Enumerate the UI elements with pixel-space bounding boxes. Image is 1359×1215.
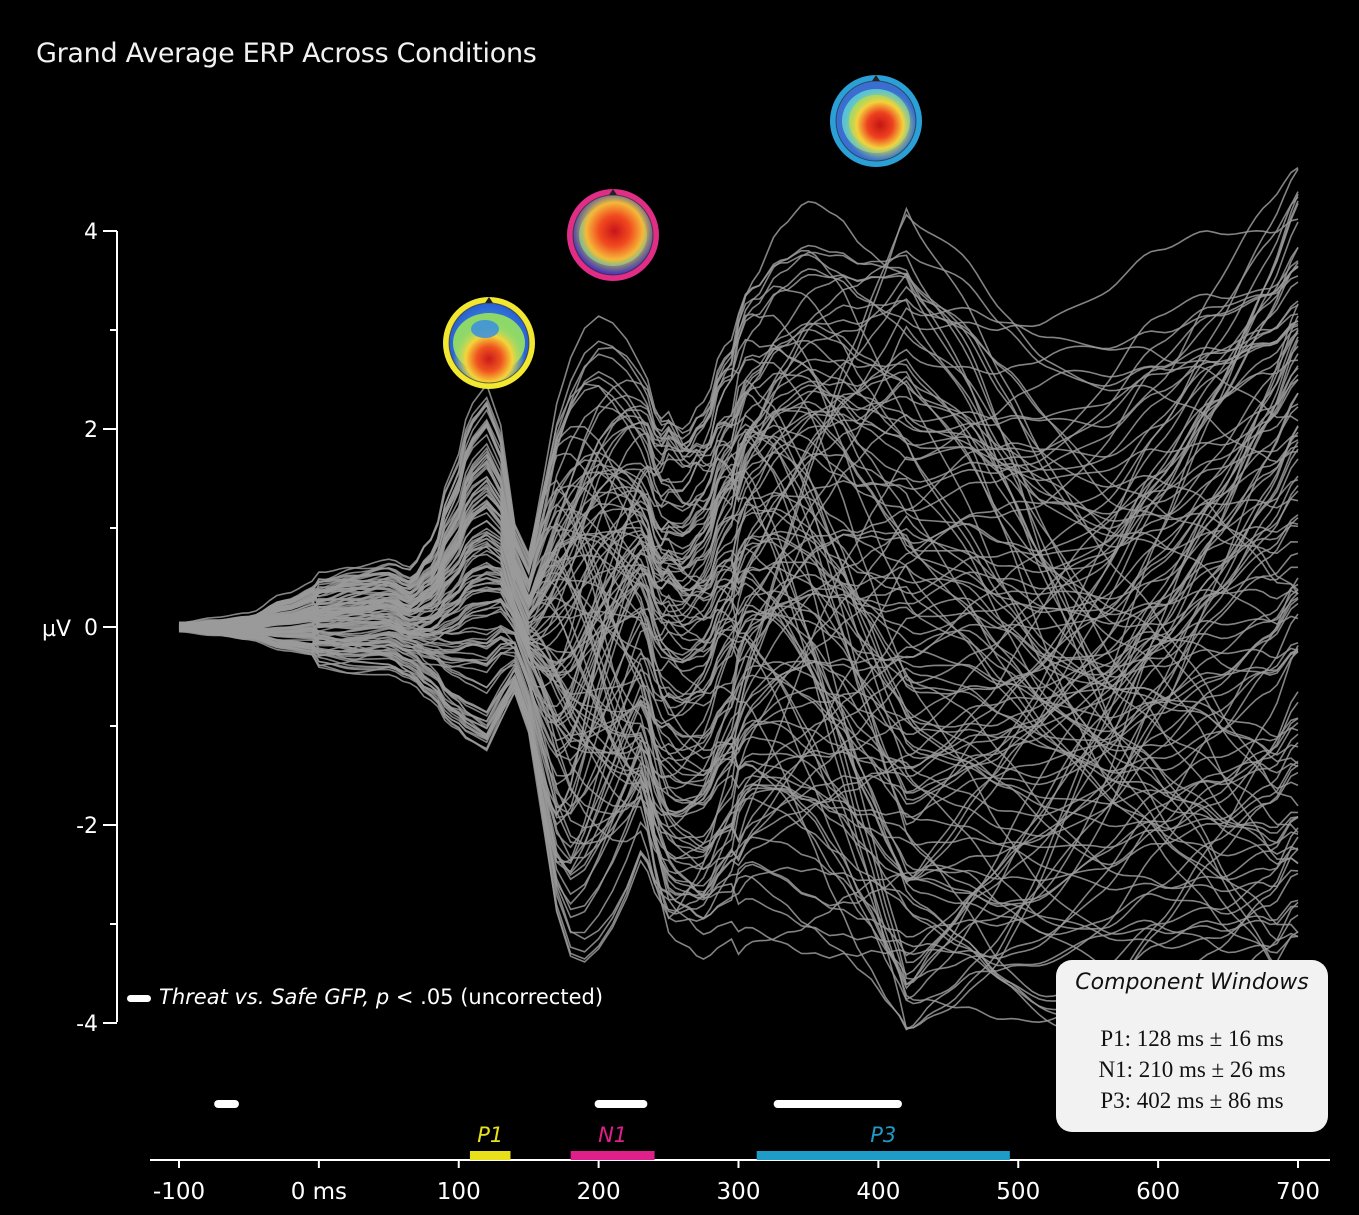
chart-title: Grand Average ERP Across Conditions bbox=[36, 38, 537, 69]
erp-trace bbox=[178, 324, 1299, 717]
erp-trace bbox=[178, 250, 1299, 630]
y-axis-label: µV bbox=[42, 617, 71, 642]
erp-trace bbox=[178, 502, 1299, 897]
component-label-n1: N1 bbox=[598, 1123, 627, 1147]
x-tick-label: 700 bbox=[1276, 1179, 1320, 1205]
erp-trace bbox=[178, 383, 1299, 960]
erp-trace bbox=[178, 490, 1299, 875]
erp-trace bbox=[178, 196, 1299, 963]
x-tick-label: 100 bbox=[437, 1179, 481, 1205]
x-axis: -100 0 ms 100 200 300 400 500 600 700 bbox=[150, 1159, 1330, 1205]
topomap-p3 bbox=[830, 75, 922, 167]
x-tick-label: 500 bbox=[996, 1179, 1040, 1205]
erp-trace bbox=[178, 378, 1299, 814]
y-tick-label: -4 bbox=[76, 1012, 98, 1037]
erp-trace bbox=[178, 261, 1299, 893]
x-tick-label: 600 bbox=[1136, 1179, 1180, 1205]
erp-trace bbox=[178, 403, 1299, 961]
legend-row-n1: N1: 210 ms ± 26 ms bbox=[1098, 1057, 1286, 1082]
erp-trace bbox=[178, 200, 1299, 887]
erp-trace bbox=[178, 390, 1299, 810]
x-tick-label: -100 bbox=[153, 1179, 205, 1205]
traces-layer bbox=[178, 167, 1299, 1046]
component-bar-n1 bbox=[570, 1151, 655, 1160]
component-label-p1: P1 bbox=[477, 1123, 503, 1147]
significance-swatch bbox=[127, 994, 151, 1002]
component-bars: P1 N1 P3 bbox=[469, 1123, 1010, 1160]
component-windows-legend: Component Windows P1: 128 ms ± 16 ms N1:… bbox=[1056, 960, 1328, 1132]
erp-trace bbox=[178, 405, 1299, 964]
legend-row-p3: P3: 402 ms ± 86 ms bbox=[1100, 1088, 1284, 1113]
erp-trace bbox=[178, 358, 1299, 632]
erp-trace bbox=[178, 391, 1299, 950]
y-tick-label: 2 bbox=[84, 418, 98, 443]
component-label-p3: P3 bbox=[870, 1123, 896, 1147]
significance-text-rest: < .05 (uncorrected) bbox=[389, 985, 604, 1009]
component-bar-p3 bbox=[756, 1151, 1010, 1160]
significance-legend: Threat vs. Safe GFP, p < .05 (uncorrecte… bbox=[127, 985, 603, 1009]
x-tick-label: 0 ms bbox=[291, 1179, 347, 1205]
erp-trace bbox=[178, 485, 1299, 760]
topomap-p1 bbox=[443, 297, 535, 389]
legend-row-p1: P1: 128 ms ± 16 ms bbox=[1100, 1026, 1284, 1051]
y-tick-label: 4 bbox=[84, 220, 98, 245]
erp-trace bbox=[178, 537, 1299, 728]
y-tick-label: 0 bbox=[84, 616, 98, 641]
legend-heading: Component Windows bbox=[1075, 970, 1309, 995]
erp-trace bbox=[178, 602, 1299, 864]
erp-trace bbox=[178, 493, 1299, 936]
erp-trace bbox=[178, 442, 1299, 891]
erp-trace bbox=[178, 218, 1299, 629]
erp-trace bbox=[178, 365, 1299, 877]
erp-trace bbox=[178, 431, 1299, 990]
topomap-n1 bbox=[567, 189, 659, 281]
erp-trace bbox=[178, 383, 1299, 830]
y-axis: 4 2 0 -2 -4 bbox=[76, 220, 118, 1037]
erp-trace bbox=[178, 598, 1299, 923]
erp-trace bbox=[178, 315, 1299, 629]
erp-trace bbox=[178, 400, 1299, 633]
x-tick-label: 300 bbox=[717, 1179, 761, 1205]
erp-trace bbox=[178, 542, 1299, 818]
erp-trace bbox=[178, 629, 1299, 845]
erp-trace bbox=[178, 266, 1299, 881]
y-tick-label: -2 bbox=[76, 814, 98, 839]
significance-text-italic: Threat vs. Safe GFP, bbox=[159, 985, 376, 1009]
erp-trace bbox=[178, 452, 1299, 954]
erp-trace bbox=[178, 193, 1299, 884]
component-bar-p1 bbox=[469, 1151, 511, 1160]
x-tick-label: 400 bbox=[856, 1179, 900, 1205]
erp-trace bbox=[178, 320, 1299, 631]
erp-trace bbox=[178, 582, 1299, 905]
significance-p: p bbox=[375, 985, 390, 1009]
erp-trace bbox=[179, 315, 1299, 1029]
x-tick-label: 200 bbox=[577, 1179, 621, 1205]
erp-trace bbox=[178, 375, 1299, 834]
erp-trace bbox=[178, 406, 1299, 919]
